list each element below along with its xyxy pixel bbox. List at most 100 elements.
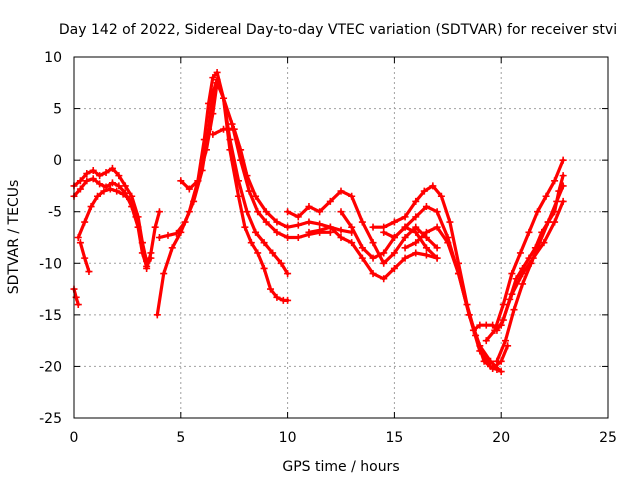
data-point (245, 187, 253, 195)
series-trace (211, 127, 354, 234)
data-point (380, 259, 388, 267)
x-axis-label: GPS time / hours (282, 459, 399, 475)
data-point (209, 110, 217, 118)
y-tick-label: 10 (44, 50, 62, 66)
data-point (493, 357, 501, 365)
data-point (401, 254, 409, 262)
data-point (89, 175, 97, 183)
data-point (510, 306, 518, 314)
data-point (380, 275, 388, 283)
data-point (422, 203, 430, 211)
chart-title: Day 142 of 2022, Sidereal Day-to-day VTE… (59, 22, 617, 38)
data-point (369, 254, 377, 262)
data-point (168, 244, 176, 252)
data-point (89, 166, 97, 174)
data-point (74, 234, 82, 241)
data-point (348, 239, 356, 247)
data-point (412, 228, 420, 236)
series-trace (382, 205, 503, 374)
data-point (446, 218, 454, 226)
data-point (262, 218, 270, 226)
x-tick-label: 25 (599, 430, 617, 446)
data-point (551, 218, 559, 226)
data-point (519, 280, 527, 288)
data-point (497, 321, 505, 329)
data-point (151, 223, 159, 231)
data-point (115, 182, 123, 190)
series-arc-o (401, 223, 501, 374)
series-arc-m (369, 182, 512, 372)
x-tick-label: 0 (70, 430, 79, 446)
data-point (390, 218, 398, 226)
data-point (358, 218, 366, 226)
data-point (243, 172, 251, 180)
data-point (147, 254, 155, 262)
data-point (534, 208, 542, 216)
data-point (220, 94, 228, 102)
data-point (316, 208, 324, 216)
data-point (497, 368, 505, 376)
data-point (102, 169, 110, 177)
data-point (83, 177, 91, 185)
data-point (369, 270, 377, 278)
series-arc-n (380, 203, 505, 376)
series-trace (76, 187, 149, 263)
y-tick-label: -15 (39, 308, 62, 324)
data-point (252, 228, 260, 236)
data-point (337, 208, 345, 216)
data-point (209, 74, 217, 82)
series-arc-g (155, 76, 292, 278)
data-point (508, 290, 516, 298)
axis-ticks: 0 5 10 15 20 25 -25 -20 -15 -10 -5 0 5 10 (39, 50, 617, 446)
data-point (433, 208, 441, 216)
data-point (422, 251, 430, 259)
data-point (100, 187, 108, 195)
data-point (209, 130, 217, 138)
data-point (380, 228, 388, 236)
data-point (76, 177, 84, 185)
data-point (269, 249, 277, 257)
data-point (108, 164, 116, 172)
data-point (476, 347, 484, 355)
data-point (241, 223, 249, 231)
data-point (482, 321, 490, 329)
series-arc-q (482, 156, 567, 345)
data-point (228, 120, 236, 128)
data-point (433, 244, 441, 252)
series-arc-f (153, 68, 292, 319)
data-point (81, 254, 89, 262)
data-point (540, 239, 548, 247)
data-point (138, 239, 146, 247)
y-tick-label: -20 (39, 359, 62, 375)
data-point (542, 192, 550, 200)
data-point (380, 249, 388, 257)
data-point (226, 136, 234, 144)
data-point (326, 223, 334, 231)
data-point (433, 223, 441, 231)
data-point (234, 192, 242, 200)
data-point (482, 337, 490, 345)
data-point (444, 239, 452, 247)
series-layer (70, 68, 567, 376)
data-point (337, 234, 345, 241)
data-point (237, 146, 245, 154)
data-point (305, 228, 313, 236)
data-point (190, 197, 198, 205)
data-point (348, 223, 356, 231)
data-point (153, 311, 161, 319)
data-point (469, 326, 477, 334)
data-point (74, 301, 82, 309)
data-point (254, 249, 262, 257)
data-point (422, 244, 430, 252)
data-point (76, 239, 84, 247)
series-trace (155, 70, 290, 317)
data-point (401, 213, 409, 221)
data-point (106, 185, 114, 193)
data-point (284, 234, 292, 241)
data-point (181, 218, 189, 226)
data-point (390, 264, 398, 272)
data-point (260, 239, 268, 247)
data-point (559, 172, 567, 180)
data-point (132, 213, 140, 221)
